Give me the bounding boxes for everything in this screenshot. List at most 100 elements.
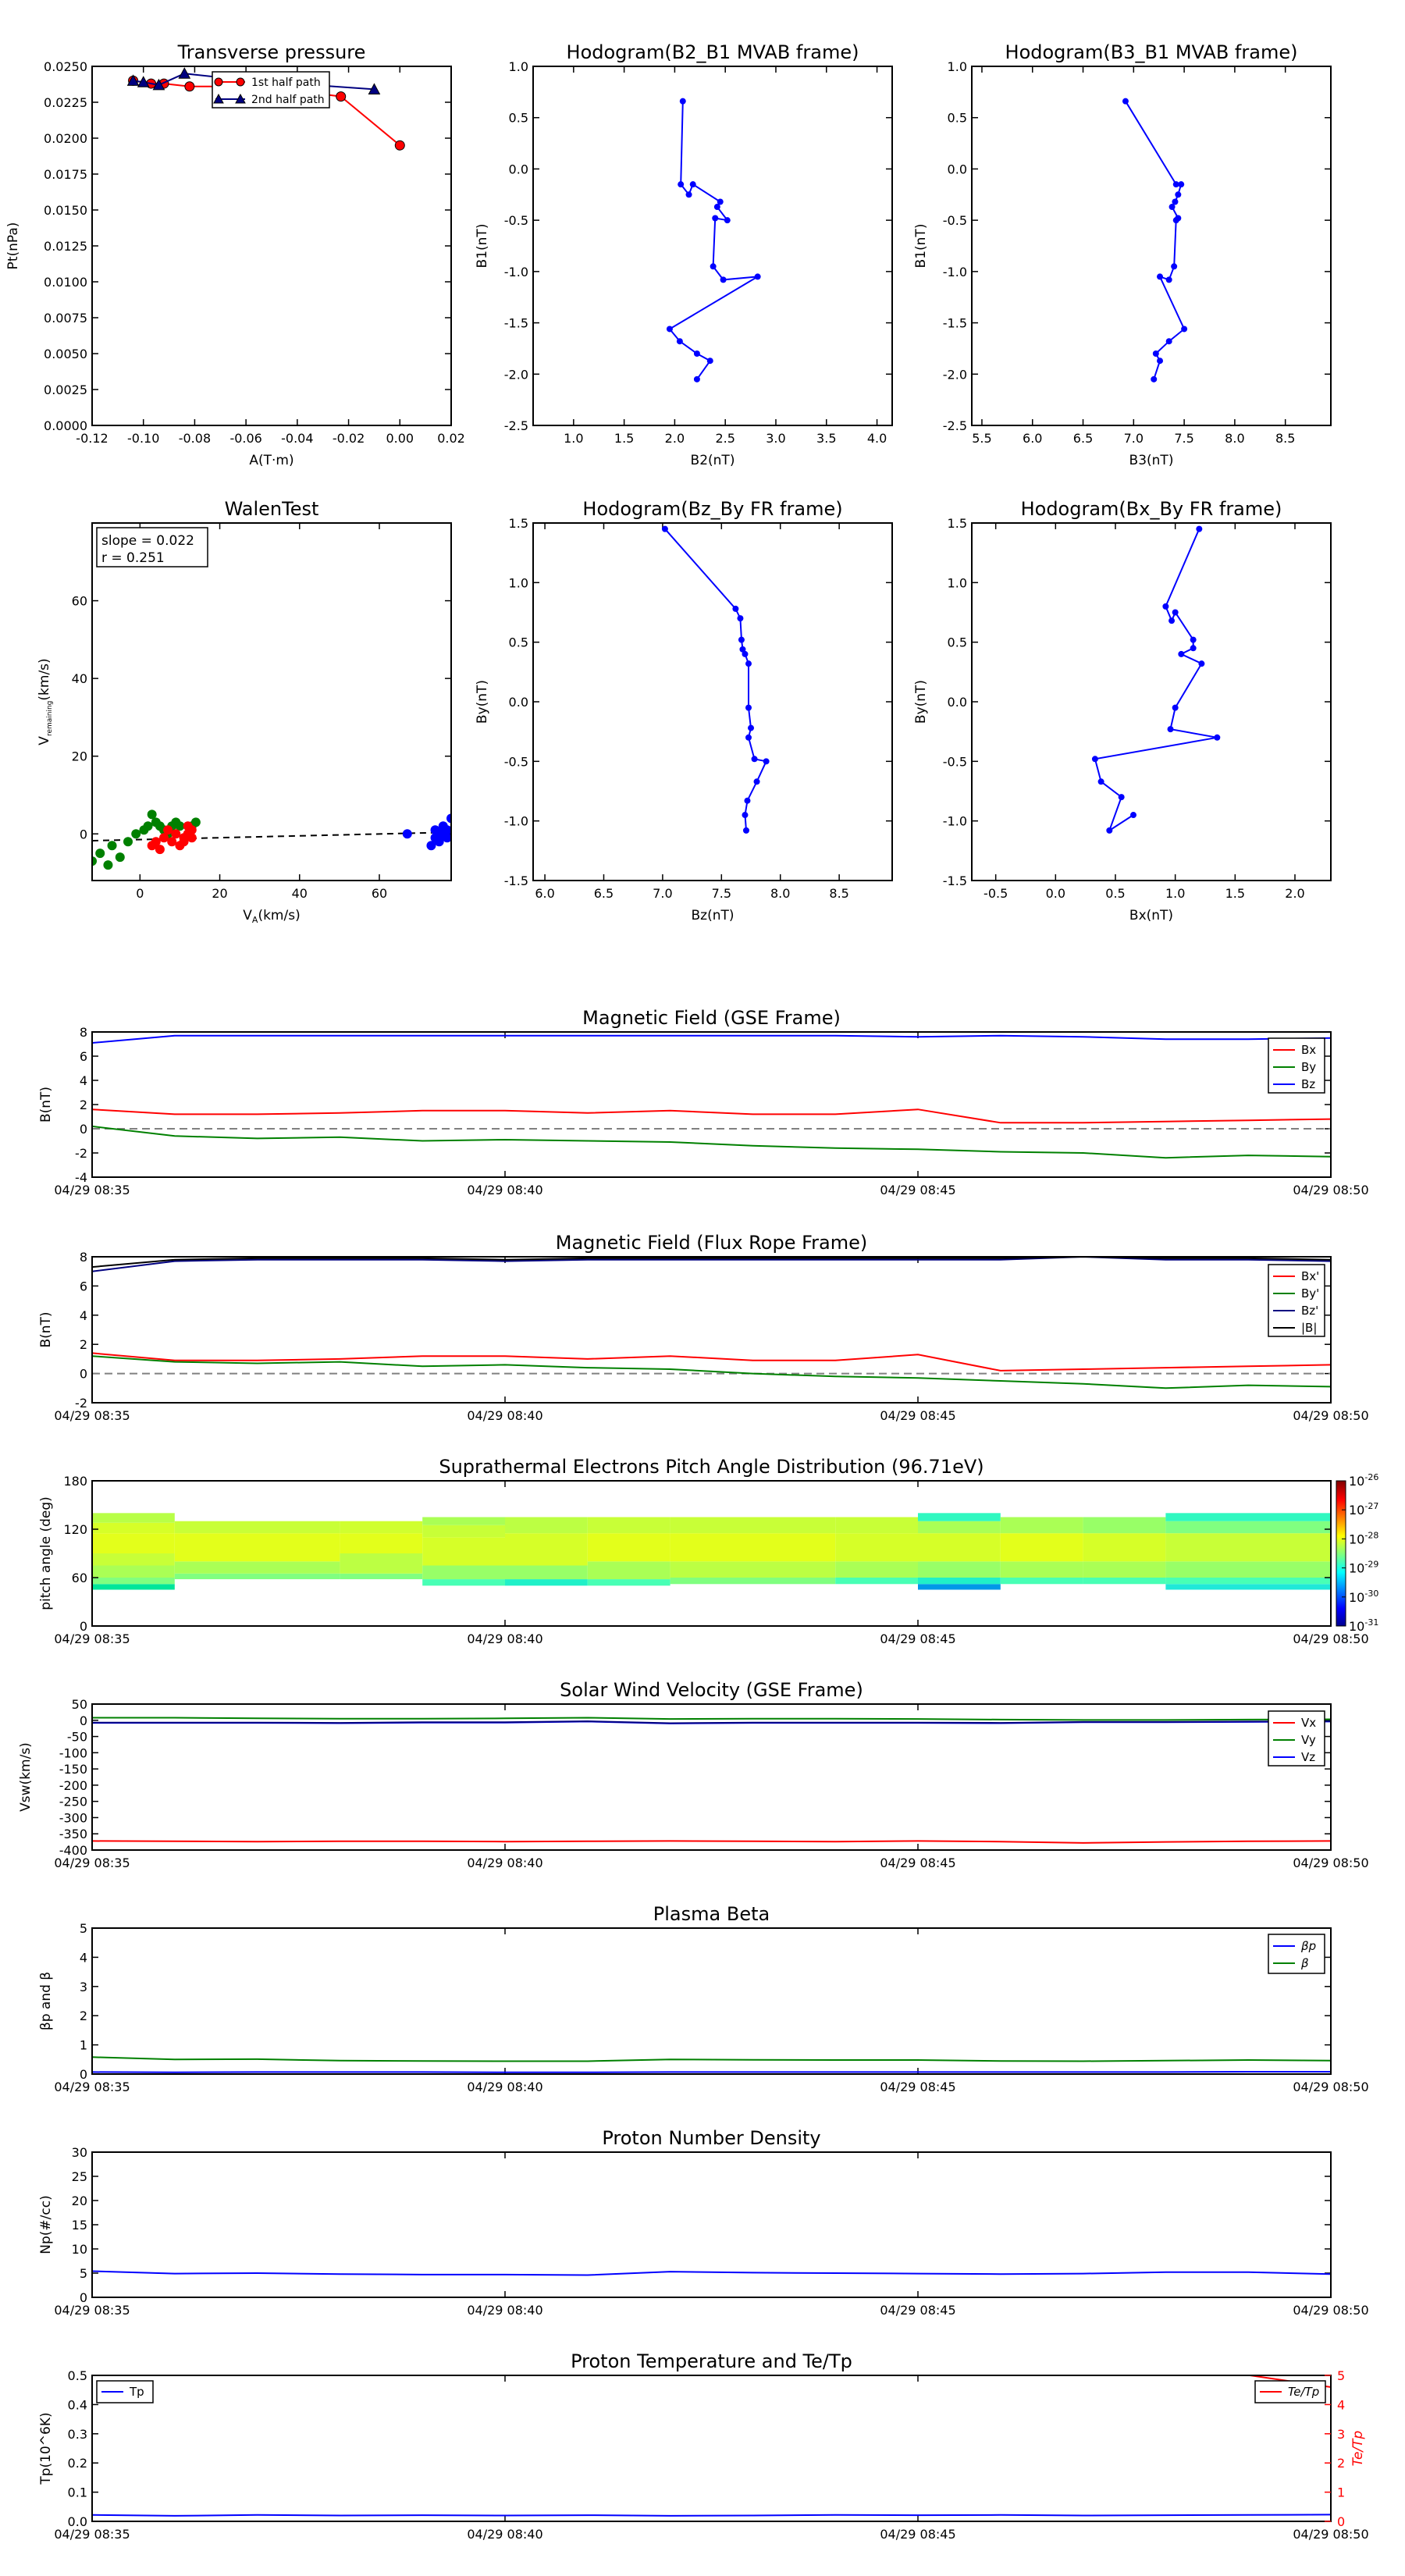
data-point bbox=[426, 841, 436, 851]
y-tick-label-right: 1 bbox=[1337, 2485, 1345, 2500]
slope-annotation: slope = 0.022 bbox=[101, 533, 194, 549]
y-tick-label: 3 bbox=[80, 1980, 87, 1994]
chart-title: Hodogram(B2_B1 MVAB frame) bbox=[567, 41, 859, 63]
data-point bbox=[184, 81, 195, 92]
y-tick-label: 0.0075 bbox=[44, 311, 87, 326]
y-axis-label: pitch angle (deg) bbox=[38, 1496, 54, 1610]
x-tick-label: 20 bbox=[212, 886, 227, 901]
x-tick-label: 04/29 08:35 bbox=[54, 1408, 130, 1423]
legend-label: Bx' bbox=[1301, 1269, 1319, 1283]
y-tick-label: -2.5 bbox=[504, 418, 528, 433]
x-tick-label: 04/29 08:50 bbox=[1293, 2080, 1368, 2094]
y-axis-label: βp and β bbox=[38, 1972, 54, 2030]
data-point bbox=[1091, 756, 1098, 763]
y-tick-label: 1.5 bbox=[948, 516, 967, 531]
legend-label: Tp bbox=[129, 2385, 144, 2399]
heatmap-cell bbox=[422, 1517, 505, 1525]
x-tick-label: 60 bbox=[372, 886, 387, 901]
legend-box bbox=[96, 2380, 154, 2403]
y-tick-label: -0.5 bbox=[504, 754, 528, 769]
chart-title: Hodogram(B3_B1 MVAB frame) bbox=[1005, 41, 1298, 63]
y-tick-label: -1.5 bbox=[504, 316, 528, 331]
y-tick-label-right: 2 bbox=[1337, 2456, 1345, 2471]
data-point bbox=[1097, 778, 1104, 785]
y-tick-label: 2 bbox=[80, 1337, 87, 1352]
x-tick-label: 1.0 bbox=[564, 431, 583, 446]
heatmap-cell bbox=[92, 1522, 175, 1534]
chart-title: Hodogram(Bx_By FR frame) bbox=[1021, 498, 1282, 520]
y-tick-label: -50 bbox=[67, 1730, 87, 1745]
data-point bbox=[151, 837, 161, 847]
data-point bbox=[1196, 525, 1203, 532]
x-tick-label: 3.0 bbox=[766, 431, 785, 446]
x-tick-label: 04/29 08:45 bbox=[880, 2527, 955, 2542]
data-point bbox=[1172, 198, 1179, 205]
data-point bbox=[1172, 704, 1179, 711]
y-tick-label: 0.5 bbox=[68, 2368, 87, 2383]
data-point bbox=[1165, 338, 1172, 345]
x-tick-label: 04/29 08:50 bbox=[1293, 1631, 1368, 1646]
heatmap-cell bbox=[670, 1533, 836, 1562]
y-tick-label: 0 bbox=[80, 2290, 87, 2305]
y-tick-label: 1 bbox=[80, 2038, 87, 2053]
data-point bbox=[724, 217, 731, 224]
x-tick-label: 04/29 08:45 bbox=[880, 2080, 955, 2094]
heatmap-cell bbox=[670, 1561, 836, 1578]
legend-marker bbox=[235, 93, 246, 104]
x-tick-label: 6.5 bbox=[1073, 431, 1093, 446]
y-tick-label: 0.0175 bbox=[44, 167, 87, 182]
y-tick-label: -1.5 bbox=[504, 873, 528, 888]
plot-frame bbox=[91, 66, 452, 426]
x-tick-label: -0.5 bbox=[984, 886, 1008, 901]
heatmap-cell bbox=[587, 1517, 670, 1534]
colorbar-label: 10-29 bbox=[1349, 1560, 1378, 1576]
heatmap-cell bbox=[505, 1565, 588, 1580]
x-tick-label: 04/29 08:50 bbox=[1293, 2527, 1368, 2542]
data-point bbox=[1162, 603, 1169, 610]
y-tick-label: 0.0000 bbox=[44, 418, 87, 433]
series-line bbox=[92, 1034, 1331, 1044]
y-tick-label: 0.4 bbox=[68, 2397, 87, 2412]
hodogram-b3-b1-panel: Hodogram(B3_B1 MVAB frame) 5.5 6.0 6.5 7.0 7.… bbox=[913, 41, 1332, 468]
x-tick-label: 04/29 08:45 bbox=[880, 1631, 955, 1646]
y-tick-label: 0.0250 bbox=[44, 59, 87, 74]
y-tick-label: 0.0100 bbox=[44, 275, 87, 290]
y-tick-label: -1.0 bbox=[943, 814, 967, 829]
heatmap-cell bbox=[174, 1521, 340, 1534]
y-tick-label: 0.0050 bbox=[44, 347, 87, 361]
legend-marker bbox=[213, 93, 224, 104]
data-point bbox=[1157, 358, 1164, 365]
y-tick-label: 0.5 bbox=[948, 111, 967, 126]
heatmap-cell bbox=[1165, 1533, 1331, 1562]
magnetic-field-fr-panel: Magnetic Field (Flux Rope Frame) 04/29 08… bbox=[38, 1232, 1369, 1423]
series-line bbox=[92, 2514, 1331, 2517]
data-point bbox=[742, 650, 749, 657]
y-tick-label: -4 bbox=[75, 1170, 87, 1185]
chart-title: Magnetic Field (Flux Rope Frame) bbox=[556, 1232, 867, 1254]
heatmap-cell bbox=[835, 1533, 918, 1562]
x-tick-label: 0 bbox=[136, 886, 144, 901]
x-tick-label: 6.0 bbox=[1023, 431, 1042, 446]
legend-label: |B| bbox=[1301, 1321, 1317, 1335]
heatmap-cell bbox=[918, 1561, 1001, 1578]
y-axis-label: Tp(10^6K) bbox=[38, 2412, 54, 2485]
magnetic-field-gse-panel: Magnetic Field (GSE Frame) 04/29 08:35 04/… bbox=[38, 1007, 1369, 1197]
data-point bbox=[1165, 276, 1172, 283]
heatmap-cell bbox=[174, 1533, 340, 1562]
y-tick-label: 0.1 bbox=[68, 2485, 87, 2500]
heatmap-cell bbox=[1000, 1517, 1083, 1534]
data-point bbox=[666, 326, 673, 333]
data-point bbox=[434, 837, 444, 847]
data-point bbox=[744, 797, 751, 804]
x-tick-label: 04/29 08:40 bbox=[467, 1856, 542, 1870]
y-tick-label: 0 bbox=[80, 2067, 87, 2082]
chart-title: Magnetic Field (GSE Frame) bbox=[582, 1007, 841, 1029]
data-point bbox=[1130, 812, 1136, 819]
y-tick-label: 0.5 bbox=[509, 635, 528, 650]
data-point bbox=[368, 83, 381, 94]
y-tick-label: 0.0225 bbox=[44, 95, 87, 110]
y-tick-label: 4 bbox=[80, 1073, 87, 1088]
y-tick-label: 1.0 bbox=[509, 575, 528, 590]
